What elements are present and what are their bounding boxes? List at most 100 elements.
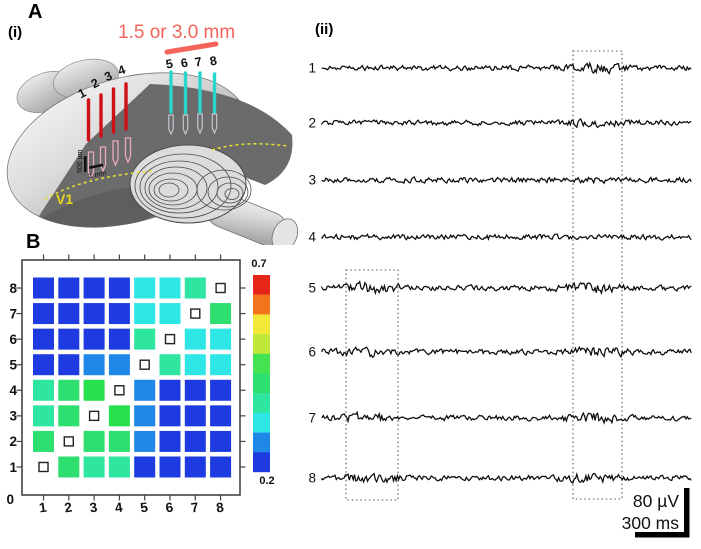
lfp-trace-4 — [321, 233, 692, 241]
y-tick-label: 1 — [9, 460, 17, 475]
panel-a-label: A — [28, 1, 43, 23]
y-tick-label: 6 — [9, 332, 17, 347]
trace-label: 6 — [308, 345, 316, 360]
distance-label: 1.5 or 3.0 mm — [118, 22, 235, 43]
matrix-cell — [159, 354, 181, 376]
matrix-cell — [134, 405, 156, 427]
matrix-cell — [134, 456, 156, 478]
trace-label: 3 — [308, 173, 316, 188]
y-tick-label: 8 — [9, 281, 17, 296]
panel-a-sub1-label: (i) — [8, 24, 23, 41]
v1-region-label: V1 — [56, 191, 73, 207]
matrix-cell — [108, 456, 130, 478]
matrix-cell — [184, 379, 206, 401]
analysis-window-box-early — [345, 269, 399, 501]
scalebar-500um-label: 500 µm — [77, 149, 84, 173]
matrix-cell — [58, 456, 80, 478]
matrix-cell — [134, 328, 156, 350]
cyan-electrode-tip-outlines — [168, 113, 218, 136]
panel-b-label: B — [26, 231, 41, 253]
matrix-cell — [134, 379, 156, 401]
trace-label: 5 — [308, 281, 316, 296]
matrix-cell — [108, 303, 130, 325]
x-tick-label: 1 — [38, 500, 48, 516]
x-tick-label: 3 — [89, 500, 99, 516]
colorbar-band — [253, 432, 270, 453]
matrix-cell — [83, 354, 105, 376]
matrix-cell-diagonal — [63, 436, 75, 447]
matrix-cell-diagonal — [139, 359, 150, 370]
red-electrode-tip-outlines — [87, 137, 132, 180]
matrix-cell — [159, 456, 181, 478]
matrix-cell — [210, 456, 232, 478]
colorbar-min-label: 0.2 — [259, 475, 274, 487]
x-tick-label: 7 — [190, 500, 200, 516]
y-tick-label: 3 — [9, 409, 17, 424]
electrode-number: 5 — [165, 57, 174, 72]
matrix-cell — [210, 430, 232, 452]
matrix-cell — [134, 430, 156, 452]
trace-label: 2 — [308, 116, 316, 131]
matrix-cell — [184, 328, 206, 350]
x-tick-label: 4 — [114, 500, 124, 516]
colorbar-band — [253, 314, 270, 335]
lfp-trace-1 — [321, 61, 692, 75]
origin-tick-label: 0 — [6, 492, 14, 507]
matrix-cell — [159, 303, 181, 325]
matrix-cell — [33, 379, 54, 401]
colorbar-band — [253, 412, 270, 433]
trace-label: 7 — [308, 411, 316, 426]
matrix-cell — [184, 277, 206, 299]
matrix-cell — [108, 328, 130, 350]
lfp-trace-3 — [321, 176, 692, 185]
matrix-cell — [58, 277, 80, 299]
panel-a-sub2-label: (ii) — [315, 21, 334, 38]
matrix-cell — [58, 328, 80, 350]
lfp-trace-8 — [321, 472, 692, 485]
lfp-trace-5 — [321, 280, 692, 296]
electrode-number: 7 — [194, 55, 203, 70]
matrix-cell — [33, 277, 54, 299]
electrode-number: 8 — [209, 54, 218, 69]
matrix-cell-diagonal — [190, 308, 201, 319]
colorbar-max-label: 0.7 — [251, 258, 266, 270]
matrix-cell — [83, 277, 105, 299]
matrix-cell — [210, 379, 232, 401]
matrix-cell — [58, 379, 80, 401]
lfp-trace-7 — [321, 410, 692, 425]
matrix-cell — [83, 328, 105, 350]
matrix-cell — [134, 303, 156, 325]
matrix-cell — [33, 405, 54, 427]
matrix-cell — [33, 354, 54, 376]
y-tick-label: 5 — [9, 358, 17, 373]
matrix-cell — [108, 354, 130, 376]
matrix-cell — [58, 405, 80, 427]
matrix-cell — [83, 456, 105, 478]
colorbar-band — [253, 294, 270, 315]
time-scalebar-label: 300 ms — [622, 513, 680, 533]
voltage-scalebar — [684, 488, 690, 535]
matrix-cell — [58, 303, 80, 325]
y-tick-label: 7 — [9, 306, 17, 321]
matrix-cell — [210, 405, 232, 427]
scalebar-500um — [84, 156, 87, 172]
cyan-electrode-group: 5 6 7 8 — [165, 54, 218, 115]
y-tick-label: 2 — [9, 434, 17, 449]
matrix-cell-diagonal — [38, 461, 49, 473]
matrix-cell — [33, 430, 54, 452]
matrix-cell — [108, 405, 130, 427]
matrix-cell — [184, 405, 206, 427]
matrix-cell-diagonal — [215, 282, 226, 294]
matrix-cell — [33, 328, 54, 350]
matrix-cell — [83, 379, 105, 401]
matrix-cell — [159, 405, 181, 427]
v1-border-dashed-line — [211, 143, 289, 151]
matrix-cell — [159, 379, 181, 401]
colorbar-band — [253, 452, 270, 473]
scalebar-1mm-label: 1 mm — [88, 170, 107, 181]
trace-label: 4 — [308, 230, 316, 245]
colorbar-band — [253, 393, 270, 414]
matrix-cell — [184, 430, 206, 452]
x-tick-label: 6 — [165, 500, 175, 516]
